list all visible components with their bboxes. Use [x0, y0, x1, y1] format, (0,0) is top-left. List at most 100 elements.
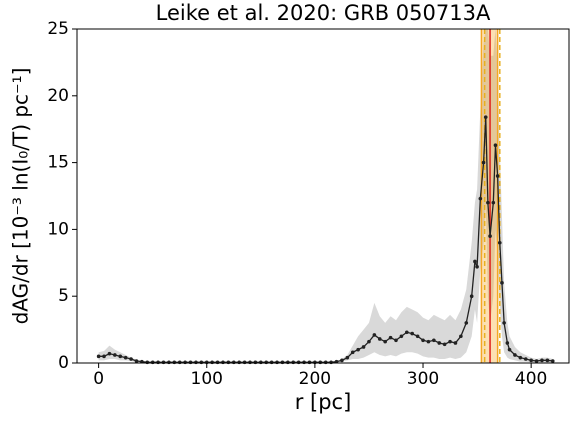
data-point: [194, 360, 198, 365]
data-point: [302, 360, 306, 365]
data-point: [377, 337, 382, 341]
x-tick-label: 100: [191, 369, 223, 389]
data-point: [473, 259, 477, 264]
data-point: [215, 360, 220, 365]
data-point: [502, 321, 506, 325]
data-point: [432, 338, 436, 343]
data-point: [113, 353, 117, 357]
data-point: [383, 339, 387, 344]
data-point: [500, 281, 504, 285]
data-point: [340, 358, 344, 363]
data-point: [188, 360, 193, 365]
y-tick-label: 15: [47, 153, 69, 173]
x-axis-label: r [pc]: [295, 390, 352, 414]
data-point: [307, 360, 312, 365]
data-point: [129, 357, 133, 361]
data-point: [323, 360, 328, 365]
data-point: [226, 360, 231, 365]
data-point: [495, 174, 500, 178]
data-point: [459, 334, 463, 339]
data-point: [481, 160, 486, 165]
data-point: [161, 360, 166, 365]
data-point: [469, 294, 474, 299]
data-point: [177, 360, 182, 365]
data-point: [534, 359, 539, 363]
data-point: [361, 345, 366, 349]
data-point: [442, 342, 447, 347]
data-point: [372, 333, 377, 337]
data-point: [421, 338, 425, 343]
data-point: [123, 355, 128, 360]
uncertainty-band: [98, 29, 553, 363]
x-tick-label: 400: [515, 369, 547, 389]
data-point: [356, 347, 360, 352]
data-point: [259, 360, 263, 365]
data-point: [242, 360, 247, 365]
data-point: [275, 360, 279, 365]
data-point: [394, 338, 398, 343]
y-tick-label: 25: [47, 19, 69, 39]
data-point: [329, 360, 333, 365]
data-point: [134, 359, 139, 363]
data-point: [172, 360, 177, 365]
data-point: [478, 196, 483, 201]
data-point: [145, 360, 150, 365]
data-point: [118, 354, 123, 359]
data-point: [529, 358, 533, 363]
data-point: [264, 360, 269, 365]
data-point: [96, 354, 101, 359]
data-point: [483, 115, 488, 119]
data-point: [221, 360, 225, 365]
data-point: [210, 360, 214, 365]
x-tick-label: 200: [299, 369, 331, 389]
data-point: [237, 360, 241, 365]
data-point: [253, 360, 258, 365]
data-point: [497, 240, 502, 245]
x-tick-label: 300: [407, 369, 439, 389]
data-point: [491, 200, 496, 205]
data-point: [199, 360, 204, 365]
data-point: [437, 341, 442, 345]
y-tick-label: 10: [47, 219, 69, 239]
data-point: [448, 339, 452, 344]
data-point: [156, 360, 160, 365]
chart-title: Leike et al. 2020: GRB 050713A: [156, 1, 491, 25]
y-tick-label: 5: [58, 286, 69, 306]
data-point: [150, 360, 155, 365]
data-point: [518, 355, 523, 360]
data-point: [523, 357, 528, 361]
data-point: [167, 360, 171, 365]
data-point: [183, 360, 187, 365]
plot-frame: [76, 28, 570, 364]
data-point: [296, 360, 301, 365]
data-point: [248, 360, 252, 365]
data-point: [540, 358, 544, 363]
data-point: [269, 360, 274, 365]
data-point: [286, 360, 290, 365]
x-tick-label: 0: [93, 369, 104, 389]
data-point: [107, 351, 112, 356]
y-axis-label: dAG/dr [10⁻³ ln(I₀/T) pc⁻¹]: [9, 68, 33, 325]
data-point: [388, 335, 393, 340]
y-tick-label: 20: [47, 86, 69, 106]
data-point: [507, 347, 512, 352]
y-tick-label: 0: [58, 353, 69, 373]
data-point: [486, 200, 490, 205]
data-point: [415, 334, 420, 339]
data-point: [231, 360, 236, 365]
data-point: [550, 359, 555, 363]
data-point: [291, 360, 296, 365]
data-point: [318, 360, 323, 365]
data-point: [488, 234, 492, 238]
data-point: [464, 321, 469, 325]
data-point: [505, 341, 510, 345]
data-point: [102, 354, 106, 359]
data-point: [453, 341, 458, 345]
data-point: [426, 339, 431, 344]
data-point: [367, 339, 371, 344]
data-point: [405, 330, 409, 335]
data-point: [545, 358, 550, 363]
data-point: [410, 331, 415, 336]
data-point: [280, 360, 285, 365]
